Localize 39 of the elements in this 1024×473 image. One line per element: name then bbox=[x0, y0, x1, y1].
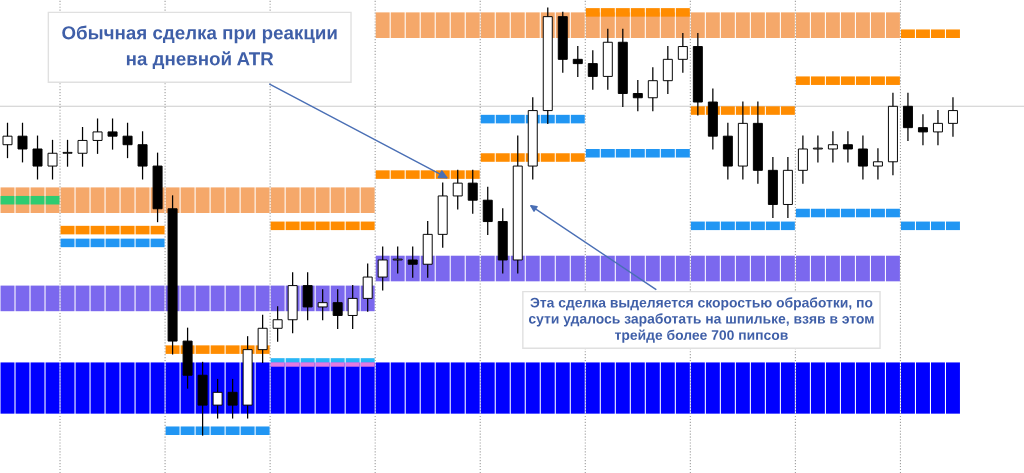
bar bbox=[15, 285, 30, 312]
candlestick bbox=[302, 272, 313, 321]
candlestick bbox=[932, 109, 943, 146]
candlestick bbox=[827, 131, 838, 163]
candlestick bbox=[572, 45, 583, 78]
candlestick bbox=[17, 122, 28, 163]
candlestick bbox=[92, 118, 103, 154]
bar bbox=[15, 362, 30, 414]
candlestick bbox=[632, 80, 643, 112]
bar bbox=[45, 195, 60, 205]
candlestick bbox=[647, 67, 658, 112]
bar bbox=[30, 285, 45, 312]
candlestick bbox=[122, 122, 133, 159]
candlestick bbox=[797, 135, 808, 184]
candlestick bbox=[842, 131, 853, 163]
candlestick bbox=[467, 169, 478, 214]
candlestick bbox=[662, 45, 673, 95]
annotation: Эта сделка выделяется скоростью обработки, по сути удалось заработать на шпильке, взяв в этом трейде более 700 пипсов bbox=[528, 297, 874, 343]
bar bbox=[30, 362, 45, 414]
candlestick bbox=[857, 135, 868, 180]
candlestick bbox=[137, 131, 148, 180]
annotation: Обычная сделка при реакции на дневной ATR bbox=[62, 25, 337, 69]
candlestick bbox=[62, 139, 73, 167]
candlestick bbox=[917, 114, 928, 146]
candlestick bbox=[32, 135, 43, 180]
candlestick bbox=[47, 139, 58, 180]
candlestick bbox=[947, 97, 958, 137]
candlestick bbox=[2, 122, 13, 159]
candlestick bbox=[872, 148, 883, 180]
candlestick bbox=[587, 50, 598, 90]
bar bbox=[0, 362, 15, 414]
candlestick bbox=[902, 92, 913, 142]
candlestick bbox=[482, 186, 493, 235]
candlestick bbox=[377, 246, 388, 291]
candlestick bbox=[812, 135, 823, 163]
bar bbox=[0, 285, 15, 312]
candlestick bbox=[77, 127, 88, 167]
candlestick bbox=[452, 169, 463, 210]
candlestick bbox=[107, 118, 118, 150]
